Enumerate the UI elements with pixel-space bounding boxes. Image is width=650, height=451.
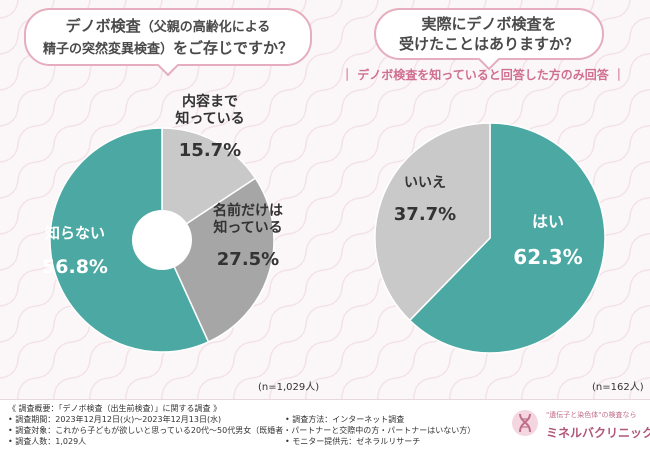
pie-charts: 内容まで知っている15.7%名前だけは知っている27.5%知らない56.8%はい… <box>42 93 606 354</box>
question1-bubble: デノボ検査（父親の高齢化による 精子の突然変異検査）をご存じですか？ <box>24 8 312 66</box>
chart2-slice-1-label: はい <box>532 212 564 231</box>
survey-footer: 《 調査概要：「デノボ検査（出生前検査）」に関する調査 》 • 調査期間：202… <box>0 399 650 451</box>
chart1-slice-2-value: 27.5% <box>217 249 279 270</box>
chart1-slice-3-value: 56.8% <box>42 256 108 278</box>
question2-line1: 実際にデノボ検査を <box>421 15 557 33</box>
survey-target: • 調査対象：これから子どもが欲しいと思っている20代〜50代男女（既婚者・パー… <box>8 426 476 435</box>
clinic-logo: "遺伝子と染色体"の検査なら ミネルバクリニック <box>510 406 650 446</box>
chart2-n-label: (n=162人) <box>592 382 644 393</box>
question2-note: ｜ デノボ検査を知っていると回答した方のみ回答 ｜ <box>341 68 625 82</box>
chart1-slice-1 <box>161 127 257 242</box>
chart1-donut-hole <box>132 210 192 270</box>
question1-line2: 精子の突然変異検査）をご存じですか？ <box>42 39 294 57</box>
chart2-slice-2 <box>374 122 491 322</box>
chart1-slice-3-label: 知らない <box>45 224 105 242</box>
survey-method: • 調査方法：インターネット調査 <box>285 415 405 424</box>
chart2-slice-1-value: 62.3% <box>513 245 582 269</box>
survey-period: • 調査期間：2023年12月12日(火)〜2023年12月13日(水) <box>8 415 222 424</box>
chart2-slice-1 <box>408 122 606 354</box>
chart1-slice-2-label: 名前だけは <box>213 202 283 219</box>
clinic-name: ミネルバクリニック <box>546 426 650 440</box>
survey-overview: 《 調査概要：「デノボ検査（出生前検査）」に関する調査 》 <box>8 404 222 413</box>
survey-count: • 調査人数：1,029人 <box>8 437 87 446</box>
question1-line1: デノボ検査（父親の高齢化による <box>65 17 271 35</box>
chart1-n-label: (n=1,029人) <box>258 382 320 393</box>
chart2-slice-2-label: いいえ <box>404 175 446 191</box>
question2-line2: 受けたことはありますか？ <box>398 35 579 53</box>
survey-details: 《 調査概要：「デノボ検査（出生前検査）」に関する調査 》 • 調査期間：202… <box>8 403 475 447</box>
survey-details-right: • 調査方法：インターネット調査 • モニター提供元：ゼネラルリサーチ <box>285 414 420 447</box>
question2-bubble: 実際にデノボ検査を 受けたことはありますか？ <box>374 8 604 60</box>
clinic-tagline: "遺伝子と染色体"の検査なら <box>546 411 637 419</box>
survey-provider: • モニター提供元：ゼネラルリサーチ <box>285 437 421 446</box>
clinic-logo-icon <box>512 410 538 436</box>
chart1-slice-3 <box>49 127 210 353</box>
chart2-slice-2-value: 37.7% <box>394 204 456 225</box>
chart1-slice-1-label: 知っている <box>175 110 244 127</box>
chart1-slice-2-label: 知っている <box>213 219 282 236</box>
chart1-slice-1-label: 内容まで <box>182 93 238 110</box>
chart1-slice-1-value: 15.7% <box>179 140 241 161</box>
